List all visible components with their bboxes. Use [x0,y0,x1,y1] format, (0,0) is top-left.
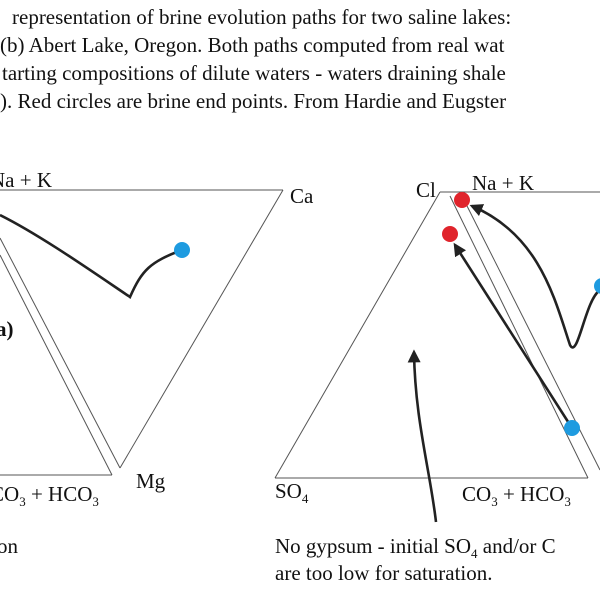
text-part: + HCO [26,482,93,506]
text-part: + HCO [498,482,565,506]
text-part: and/or C [478,534,556,558]
text-part: SO [275,479,302,503]
edge [119,189,284,469]
start-point [174,242,190,258]
subscript: 4 [471,546,478,561]
text-part: are too low for saturation. [275,561,493,585]
vertex-label: Na + K [472,171,534,195]
start-point [594,278,600,294]
text-part: CO [462,482,491,506]
start-point [564,420,580,436]
panel-label: a) [0,317,14,341]
subscript: 3 [19,494,26,509]
vertex-label: Ca [290,184,314,208]
edge [0,254,113,476]
edge-label: CO3 + HCO3 [0,482,99,509]
evolution-path [453,242,574,429]
caption-line: ). Red circles are brine end points. Fro… [0,89,506,113]
end-point [454,192,470,208]
note-text: on [0,534,19,558]
edge-label: CO3 + HCO3 [462,482,571,509]
text-part: CO [0,482,19,506]
subscript: 3 [92,494,99,509]
caption-line: representation of brine evolution paths … [12,5,511,29]
subscript: 3 [564,494,571,509]
edge [0,237,121,469]
vertex-label: Mg [136,469,166,493]
left-diagram: Na + K Ca a) Mg CO3 + HCO3 on [0,168,314,558]
evolution-path [0,213,183,299]
annotation-line: No gypsum - initial SO4 and/or C [275,534,556,561]
caption-line: tarting compositions of dilute waters - … [2,61,506,85]
evolution-path [469,204,600,349]
annotation-line: are too low for saturation. [275,561,493,585]
subscript: 4 [302,491,309,506]
vertex-label: SO4 [275,479,309,506]
subscript: 3 [491,494,498,509]
annotation-arrow [407,349,438,523]
vertex-label: Na + K [0,168,52,192]
edge [274,191,441,479]
end-point [442,226,458,242]
vertex-label: Cl [416,178,436,202]
text-part: No gypsum - initial SO [275,534,471,558]
caption-line: (b) Abert Lake, Oregon. Both paths compu… [0,33,505,57]
right-diagram: Cl Na + K SO4 CO3 + HCO3 No gypsum - ini… [274,171,600,585]
